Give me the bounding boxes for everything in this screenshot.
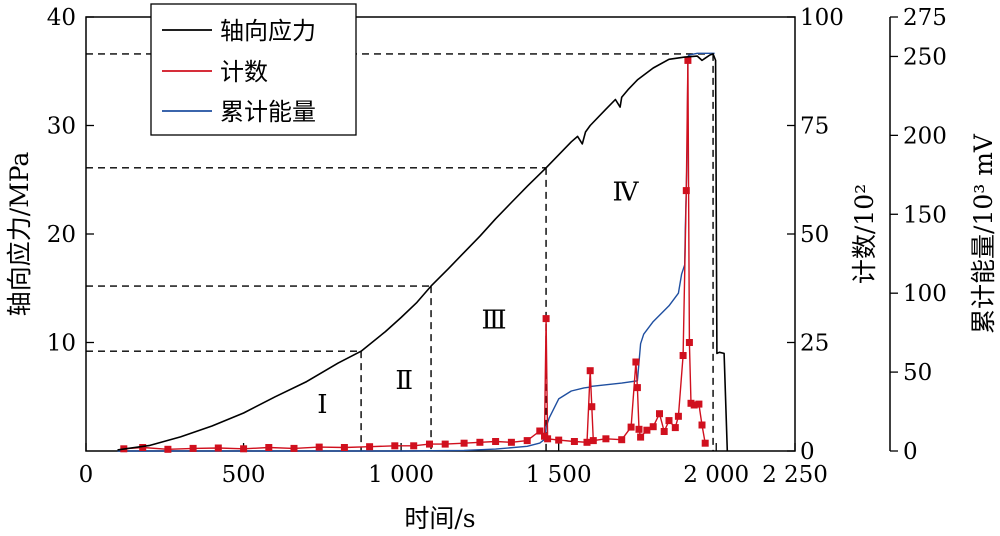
count-point: [665, 417, 673, 425]
count-point: [507, 438, 515, 446]
count-point: [570, 438, 578, 445]
y-right1-tick-label: 100: [800, 5, 844, 31]
reference-lines: [86, 53, 714, 451]
series-line-stress: [117, 53, 729, 452]
count-point: [426, 440, 433, 448]
count-point: [635, 425, 643, 433]
y-right2-axis-title: 累计能量/10³ mV: [969, 133, 998, 334]
y-right1-tick-label: 25: [800, 331, 829, 357]
count-point: [492, 438, 500, 445]
count-point: [685, 339, 693, 346]
legend-label-count: 计数: [220, 58, 268, 86]
count-point: [265, 444, 273, 451]
count-point: [674, 412, 682, 420]
count-point: [589, 437, 597, 445]
y-left-tick-label: 20: [47, 222, 76, 248]
stage-label: Ⅱ: [395, 366, 413, 395]
count-point: [583, 438, 591, 446]
y-right2-tick-label: 275: [903, 5, 947, 31]
count-point: [637, 433, 645, 441]
count-point: [660, 428, 668, 435]
count-point: [523, 437, 531, 445]
count-point: [164, 445, 172, 453]
y-left-axis: 10 20 30 40: [47, 5, 94, 357]
count-point: [391, 442, 399, 450]
legend-label-stress: 轴向应力: [220, 17, 316, 45]
x-tick-label: 0: [79, 462, 94, 488]
y-right2-tick-label: 100: [903, 281, 947, 307]
legend-box: [150, 3, 357, 136]
count-point: [290, 444, 298, 452]
y-right2-tick-label: 0: [903, 439, 918, 465]
count-point: [627, 423, 635, 431]
y-right1-axis-title: 计数/10²: [850, 184, 879, 284]
count-point: [189, 444, 197, 452]
y-left-tick-label: 30: [47, 114, 76, 140]
legend-label-energy: 累计能量: [220, 98, 316, 126]
count-point: [214, 444, 222, 452]
count-point: [656, 410, 663, 418]
count-point: [555, 436, 563, 444]
count-point: [315, 443, 323, 451]
stage-label: Ⅳ: [612, 177, 639, 206]
y-right2-tick-label: 50: [903, 360, 932, 386]
y-right2-tick-label: 250: [903, 44, 947, 70]
x-tick-label: 500: [222, 462, 266, 488]
count-point: [618, 436, 626, 444]
stage-label: Ⅲ: [482, 305, 507, 334]
stage-labels: Ⅰ Ⅱ Ⅲ Ⅳ: [317, 177, 639, 419]
count-point: [695, 400, 703, 408]
y-right2-axis: 0 50 100 150 200 250 275: [890, 5, 947, 465]
x-tick-label: 1 000: [368, 462, 434, 488]
count-point: [633, 384, 641, 392]
count-point: [602, 435, 610, 443]
count-point: [536, 427, 544, 435]
count-point: [632, 358, 640, 366]
count-point: [682, 187, 690, 195]
count-point: [544, 435, 552, 443]
y-right1-tick-label: 75: [800, 114, 829, 140]
count-point: [240, 445, 248, 453]
count-point: [588, 403, 596, 411]
count-point: [586, 367, 594, 375]
x-tick-label: 2 250: [762, 462, 828, 488]
x-tick-label: 1 500: [526, 462, 592, 488]
y-left-tick-label: 10: [47, 331, 76, 357]
count-point: [366, 443, 374, 451]
count-point: [460, 439, 468, 447]
count-point: [410, 442, 418, 450]
x-axis: 0 500 1 000 1 500 2 000 2 250: [79, 443, 828, 488]
y-right1-tick-label: 50: [800, 222, 829, 248]
count-point: [441, 440, 449, 448]
count-point: [649, 423, 657, 431]
count-point: [690, 401, 698, 409]
count-point: [701, 439, 709, 447]
count-point: [643, 426, 651, 434]
x-tick-label: 2 000: [683, 462, 749, 488]
y-right1-axis: 0 25 50 75 100: [787, 5, 844, 465]
x-axis-title: 时间/s: [404, 504, 475, 533]
count-point: [671, 424, 679, 432]
y-left-tick-label: 40: [47, 5, 76, 31]
count-point: [684, 56, 692, 64]
count-point: [476, 438, 484, 446]
count-point: [139, 444, 147, 451]
stage-label: Ⅰ: [317, 390, 327, 419]
y-right1-tick-label: 0: [800, 439, 815, 465]
count-point: [542, 315, 550, 323]
count-point: [340, 444, 348, 451]
legend: 轴向应力 计数 累计能量: [150, 3, 357, 136]
y-right2-tick-label: 150: [903, 202, 947, 228]
count-point: [679, 352, 687, 359]
y-right2-tick-label: 200: [903, 123, 947, 149]
y-left-axis-title: 轴向应力/MPa: [5, 152, 34, 317]
series-layer: [117, 52, 729, 453]
count-point: [698, 421, 706, 429]
